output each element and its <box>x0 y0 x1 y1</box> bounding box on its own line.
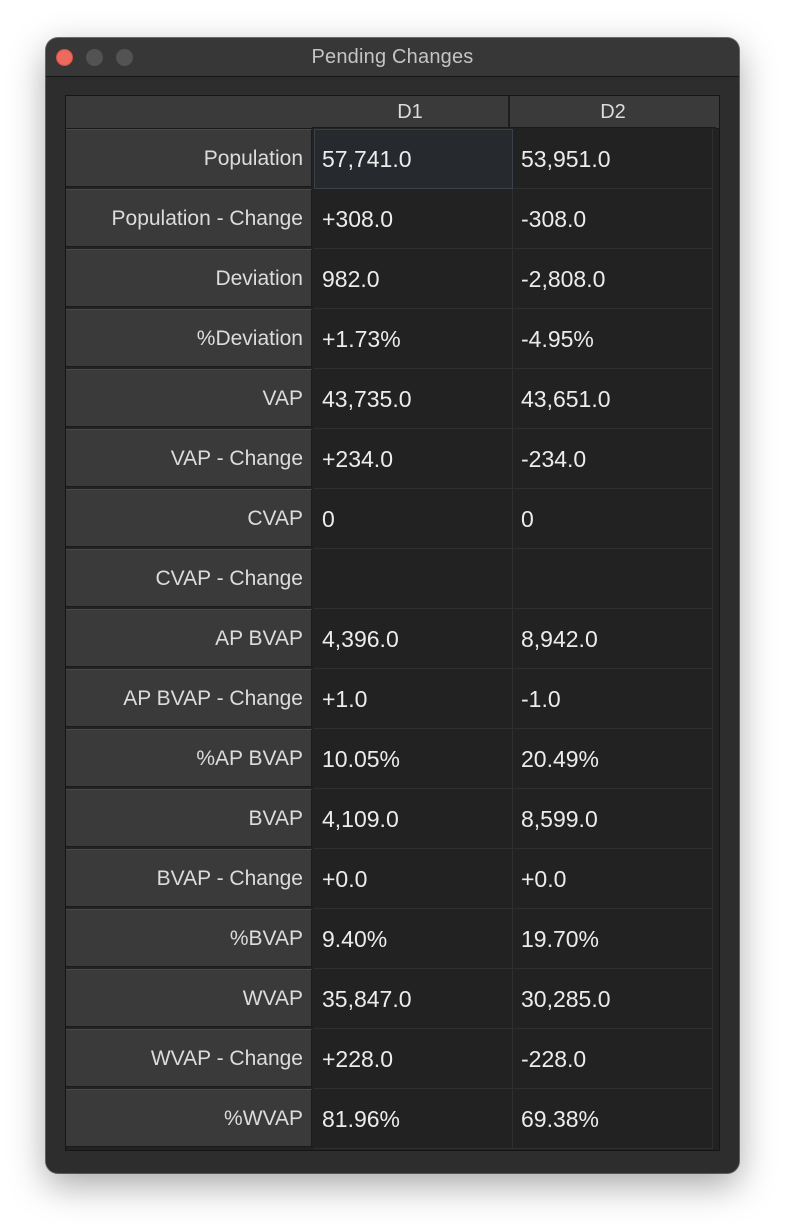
row-header[interactable]: AP BVAP <box>66 609 312 667</box>
table-row[interactable]: VAP - Change +234.0 -234.0 <box>66 429 719 489</box>
table-corner-header <box>66 96 312 129</box>
cell-d2[interactable]: -4.95% <box>513 309 713 369</box>
close-button[interactable] <box>56 49 73 66</box>
column-header-d2[interactable]: D2 <box>510 96 716 128</box>
pending-changes-window: Pending Changes D1 D2 Population 57,741.0… <box>46 38 739 1173</box>
cell-d1[interactable]: +1.0 <box>314 669 513 729</box>
cell-d1[interactable] <box>314 549 513 609</box>
row-header[interactable]: AP BVAP - Change <box>66 669 312 727</box>
cell-d2[interactable]: 30,285.0 <box>513 969 713 1029</box>
cell-d1[interactable]: 0 <box>314 489 513 549</box>
cell-d2[interactable]: 0 <box>513 489 713 549</box>
table-row[interactable]: %WVAP 81.96% 69.38% <box>66 1089 719 1149</box>
cell-d2[interactable]: +0.0 <box>513 849 713 909</box>
cell-d1[interactable]: 10.05% <box>314 729 513 789</box>
row-header[interactable]: Population <box>66 129 312 187</box>
row-header[interactable]: %AP BVAP <box>66 729 312 787</box>
column-header-d1[interactable]: D1 <box>312 96 510 128</box>
cell-d2[interactable]: 53,951.0 <box>513 129 713 189</box>
cell-d2[interactable]: -234.0 <box>513 429 713 489</box>
table-row[interactable]: %AP BVAP 10.05% 20.49% <box>66 729 719 789</box>
cell-d2[interactable]: 19.70% <box>513 909 713 969</box>
row-header[interactable]: WVAP - Change <box>66 1029 312 1087</box>
table-row[interactable]: %BVAP 9.40% 19.70% <box>66 909 719 969</box>
cell-d2[interactable] <box>513 549 713 609</box>
cell-d1[interactable]: 4,396.0 <box>314 609 513 669</box>
cell-d2[interactable]: 69.38% <box>513 1089 713 1149</box>
minimize-button[interactable] <box>86 49 103 66</box>
cell-d2[interactable]: -1.0 <box>513 669 713 729</box>
table-row[interactable]: VAP 43,735.0 43,651.0 <box>66 369 719 429</box>
cell-d2[interactable]: 43,651.0 <box>513 369 713 429</box>
cell-d1[interactable]: +308.0 <box>314 189 513 249</box>
row-header[interactable]: %WVAP <box>66 1089 312 1147</box>
cell-d1[interactable]: +1.73% <box>314 309 513 369</box>
cell-d1[interactable]: 982.0 <box>314 249 513 309</box>
cell-d2[interactable]: -308.0 <box>513 189 713 249</box>
row-header[interactable]: %Deviation <box>66 309 312 367</box>
cell-d2[interactable]: 20.49% <box>513 729 713 789</box>
title-bar[interactable]: Pending Changes <box>46 38 739 77</box>
table-row[interactable]: BVAP 4,109.0 8,599.0 <box>66 789 719 849</box>
table-row[interactable]: WVAP 35,847.0 30,285.0 <box>66 969 719 1029</box>
zoom-button[interactable] <box>116 49 133 66</box>
cell-d1[interactable]: 4,109.0 <box>314 789 513 849</box>
table-row[interactable]: AP BVAP 4,396.0 8,942.0 <box>66 609 719 669</box>
row-header[interactable]: CVAP <box>66 489 312 547</box>
table-row[interactable]: CVAP - Change <box>66 549 719 609</box>
table-row[interactable]: BVAP - Change +0.0 +0.0 <box>66 849 719 909</box>
window-content: D1 D2 Population 57,741.0 53,951.0 Populati… <box>46 77 739 1173</box>
row-header[interactable]: CVAP - Change <box>66 549 312 607</box>
row-header[interactable]: VAP <box>66 369 312 427</box>
row-header[interactable]: %BVAP <box>66 909 312 967</box>
cell-d1[interactable]: 35,847.0 <box>314 969 513 1029</box>
cell-d2[interactable]: 8,942.0 <box>513 609 713 669</box>
cell-d2[interactable]: 8,599.0 <box>513 789 713 849</box>
table-row[interactable]: Population - Change +308.0 -308.0 <box>66 189 719 249</box>
cell-d1[interactable]: +234.0 <box>314 429 513 489</box>
cell-d1[interactable]: +228.0 <box>314 1029 513 1089</box>
cell-d2[interactable]: -228.0 <box>513 1029 713 1089</box>
cell-d1[interactable]: +0.0 <box>314 849 513 909</box>
row-header[interactable]: Population - Change <box>66 189 312 247</box>
table-filler <box>713 129 719 1150</box>
cell-d2[interactable]: -2,808.0 <box>513 249 713 309</box>
row-header[interactable]: VAP - Change <box>66 429 312 487</box>
cell-d1[interactable]: 57,741.0 <box>314 129 513 189</box>
table-row[interactable]: %Deviation +1.73% -4.95% <box>66 309 719 369</box>
header-filler <box>716 96 719 129</box>
table-row[interactable]: AP BVAP - Change +1.0 -1.0 <box>66 669 719 729</box>
window-title: Pending Changes <box>311 46 474 68</box>
table-row[interactable]: WVAP - Change +228.0 -228.0 <box>66 1029 719 1089</box>
cell-d1[interactable]: 81.96% <box>314 1089 513 1149</box>
changes-table: D1 D2 Population 57,741.0 53,951.0 Populati… <box>65 95 720 1151</box>
table-row[interactable]: Population 57,741.0 53,951.0 <box>66 129 719 189</box>
row-header[interactable]: Deviation <box>66 249 312 307</box>
row-header[interactable]: BVAP - Change <box>66 849 312 907</box>
row-header[interactable]: BVAP <box>66 789 312 847</box>
table-row[interactable]: Deviation 982.0 -2,808.0 <box>66 249 719 309</box>
cell-d1[interactable]: 43,735.0 <box>314 369 513 429</box>
table-row[interactable]: CVAP 0 0 <box>66 489 719 549</box>
row-header[interactable]: WVAP <box>66 969 312 1027</box>
cell-d1[interactable]: 9.40% <box>314 909 513 969</box>
